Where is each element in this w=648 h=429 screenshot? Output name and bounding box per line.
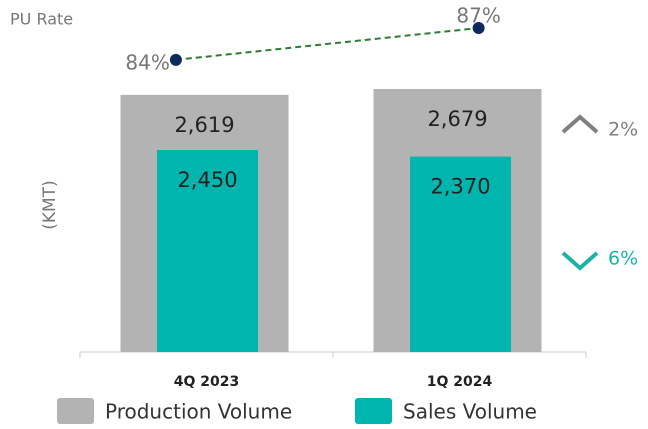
value-label: 2,679 (427, 107, 487, 131)
value-label: 2,619 (174, 113, 234, 137)
x-tick-label: 4Q 2023 (174, 374, 239, 390)
line-title: PU Rate (10, 10, 73, 29)
bar (410, 156, 511, 352)
bar (157, 150, 258, 352)
line (175, 27, 479, 61)
marker (472, 22, 485, 35)
change-arrow (561, 251, 599, 271)
value-label: 87% (456, 4, 500, 28)
change-label: 6% (608, 248, 638, 270)
legend-label: Sales Volume (403, 400, 537, 424)
value-label: 2,450 (177, 168, 237, 192)
legend-swatch (355, 398, 392, 424)
marker (169, 53, 182, 66)
value-label: 84% (125, 50, 169, 74)
change-arrow (561, 114, 599, 134)
x-tick-label: 1Q 2024 (427, 374, 493, 390)
value-label: 2,370 (430, 175, 490, 199)
change-label: 2% (608, 119, 638, 141)
legend-label: Production Volume (105, 400, 292, 424)
legend-swatch (57, 398, 94, 424)
y-axis-label: (KMT) (40, 180, 60, 229)
